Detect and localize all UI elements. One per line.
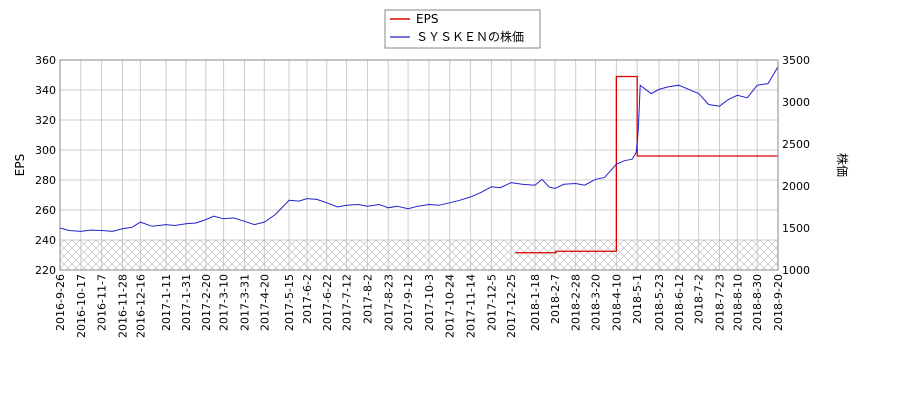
right-axis-label: 株価: [835, 153, 850, 177]
x-tick-label: 2016-9-26: [54, 274, 67, 331]
right-tick-label: 1000: [782, 264, 810, 277]
x-tick-label: 2017-12-25: [505, 274, 518, 338]
series-line-stock-price: [59, 66, 779, 232]
right-tick-label: 1500: [782, 222, 810, 235]
x-tick-label: 2016-11-7: [96, 274, 109, 331]
hatched-band: [60, 240, 778, 270]
x-tick-label: 2018-8-30: [751, 274, 764, 331]
x-tick-label: 2016-11-28: [116, 274, 129, 338]
right-axis-ticks: 1000 1500 2000 2500 3000 3500: [782, 54, 810, 277]
x-tick-label: 2017-3-10: [218, 274, 231, 331]
right-tick-label: 3000: [782, 96, 810, 109]
x-tick-label: 2017-12-5: [485, 274, 498, 331]
legend-box: [384, 9, 541, 49]
x-tick-label: 2017-3-31: [238, 274, 251, 331]
plot-frame: [59, 59, 779, 271]
x-tick-label: 2017-6-2: [301, 274, 314, 324]
x-tick-label: 2018-2-28: [570, 274, 583, 331]
series-line-eps: [515, 75, 778, 254]
x-tick-label: 2016-12-16: [134, 274, 147, 338]
x-tick-label: 2017-10-24: [444, 274, 457, 338]
x-axis-ticks: 2016-9-26 2016-10-17 2016-11-7 2016-11-28 20…: [54, 274, 785, 338]
left-tick-label: 260: [35, 204, 56, 217]
left-tick-label: 360: [35, 54, 56, 67]
left-tick-label: 300: [35, 144, 56, 157]
x-tick-label: 2017-5-15: [283, 274, 296, 331]
right-tick-label: 2500: [782, 138, 810, 151]
left-tick-label: 280: [35, 174, 56, 187]
x-tick-label: 2018-8-10: [731, 274, 744, 331]
right-tick-label: 3500: [782, 54, 810, 67]
x-tick-label: 2018-6-12: [673, 274, 686, 331]
legend-label-eps: EPS: [416, 12, 438, 26]
x-tick-label: 2018-1-18: [529, 274, 542, 331]
x-tick-label: 2018-5-1: [631, 274, 644, 324]
x-tick-label: 2018-3-20: [590, 274, 603, 331]
x-tick-label: 2018-2-7: [549, 274, 562, 324]
left-tick-label: 240: [35, 234, 56, 247]
x-tick-label: 2018-9-20: [772, 274, 785, 331]
x-tick-label: 2017-2-20: [200, 274, 213, 331]
x-tick-label: 2017-8-23: [382, 274, 395, 331]
x-tick-label: 2017-6-22: [321, 274, 334, 331]
x-tick-label: 2017-11-14: [465, 274, 478, 338]
x-tick-label: 2018-5-23: [653, 274, 666, 331]
x-tick-label: 2018-7-23: [713, 274, 726, 331]
x-tick-label: 2018-4-10: [610, 274, 623, 331]
x-tick-label: 2017-1-31: [180, 274, 193, 331]
left-axis-ticks: 220 240 260 280 300 320 340 360: [35, 54, 56, 277]
left-tick-label: 340: [35, 84, 56, 97]
series-layer: [59, 66, 779, 254]
chart-grid: [59, 59, 779, 271]
x-tick-label: 2018-7-2: [693, 274, 706, 324]
x-tick-label: 2017-8-2: [361, 274, 374, 324]
right-tick-label: 2000: [782, 180, 810, 193]
legend-label-stock-price: ＳＹＳＫＥＮの株価: [416, 29, 524, 44]
x-tick-label: 2017-9-12: [402, 274, 415, 331]
x-tick-label: 2017-7-12: [341, 274, 354, 331]
left-tick-label: 220: [35, 264, 56, 277]
x-tick-label: 2017-1-11: [160, 274, 173, 331]
legend: EPS ＳＹＳＫＥＮの株価: [384, 9, 541, 49]
x-tick-label: 2017-4-20: [258, 274, 271, 331]
left-axis-label: EPS: [13, 154, 27, 176]
left-tick-label: 320: [35, 114, 56, 127]
x-tick-label: 2016-10-17: [75, 274, 88, 338]
x-tick-label: 2017-10-3: [423, 274, 436, 331]
